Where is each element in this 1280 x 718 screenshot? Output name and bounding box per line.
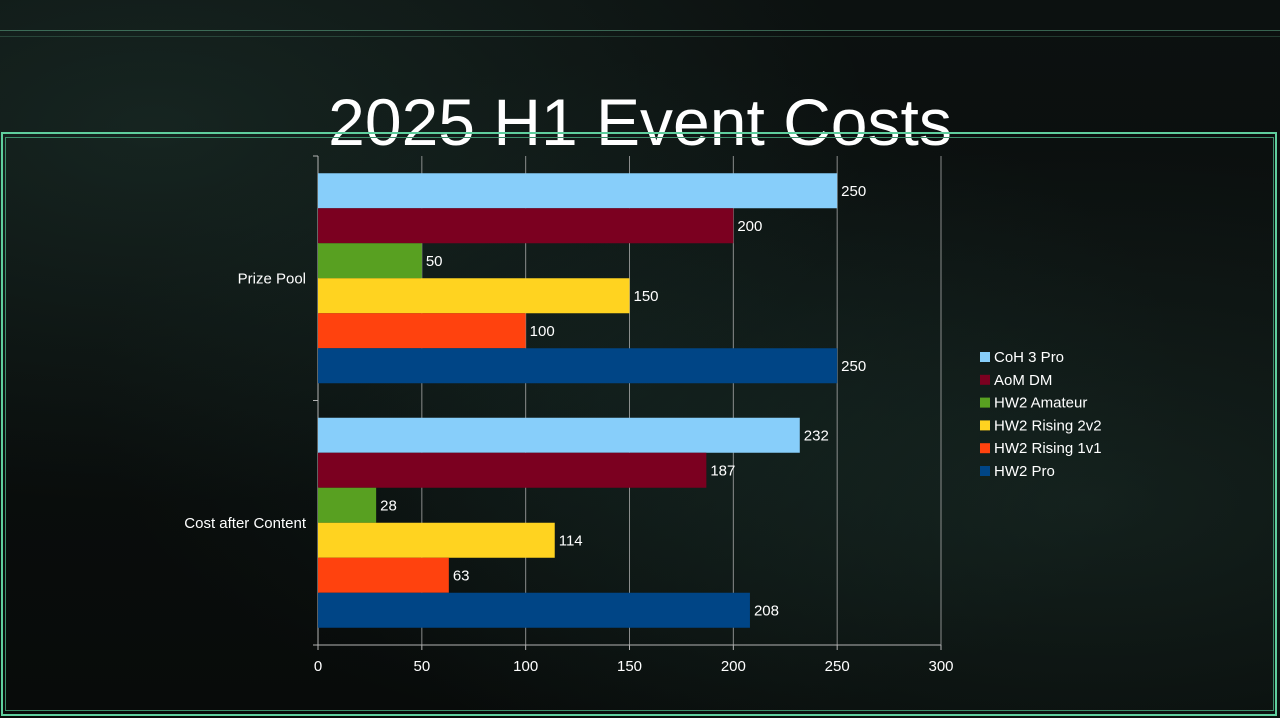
- bar: [318, 173, 838, 209]
- legend-label: CoH 3 Pro: [994, 349, 1064, 366]
- bar: [318, 348, 838, 384]
- data-label: 250: [841, 358, 866, 375]
- title-rule-top-thin: [0, 36, 1280, 37]
- bar: [318, 522, 555, 558]
- bar: [318, 208, 734, 244]
- x-tick-label: 250: [825, 658, 850, 675]
- legend-swatch: [980, 466, 990, 476]
- data-label: 63: [453, 567, 470, 584]
- legend-label: HW2 Pro: [994, 463, 1055, 480]
- data-label: 150: [634, 288, 659, 305]
- category-label: Prize Pool: [238, 270, 306, 287]
- legend-label: HW2 Rising 1v1: [994, 440, 1102, 457]
- legend-swatch: [980, 397, 990, 408]
- data-label: 232: [804, 427, 829, 444]
- legend-label: AoM DM: [994, 372, 1052, 389]
- data-label: 100: [530, 323, 555, 340]
- x-tick-label: 200: [721, 658, 746, 675]
- x-tick-label: 100: [513, 658, 538, 675]
- legend-label: HW2 Amateur: [994, 395, 1087, 412]
- bar: [318, 417, 800, 453]
- bar: [318, 487, 377, 523]
- x-tick-label: 0: [314, 658, 322, 675]
- data-label: 208: [754, 602, 779, 619]
- x-tick-label: 50: [413, 658, 430, 675]
- data-label: 28: [380, 497, 397, 514]
- legend-swatch: [980, 420, 990, 431]
- title-rule-top: [0, 30, 1280, 31]
- x-tick-label: 300: [928, 658, 953, 675]
- bar: [318, 557, 449, 593]
- data-label: 187: [710, 462, 735, 479]
- data-label: 50: [426, 253, 443, 270]
- legend-swatch: [980, 352, 990, 362]
- bar: [318, 243, 422, 279]
- bar: [318, 313, 526, 349]
- category-label: Cost after Content: [184, 515, 307, 532]
- data-label: 114: [559, 532, 583, 549]
- legend-label: HW2 Rising 2v2: [994, 417, 1102, 434]
- bar: [318, 452, 707, 488]
- legend-swatch: [980, 443, 990, 454]
- bar: [318, 592, 750, 628]
- slide-title: 2025 H1 Event Costs: [328, 85, 952, 160]
- chart-frame-inner: [5, 137, 1274, 711]
- x-tick-label: 150: [617, 658, 642, 675]
- data-label: 250: [841, 183, 866, 200]
- bar: [318, 278, 630, 314]
- chart-frame: [1, 132, 1277, 716]
- legend-swatch: [980, 374, 990, 385]
- data-label: 200: [737, 218, 762, 235]
